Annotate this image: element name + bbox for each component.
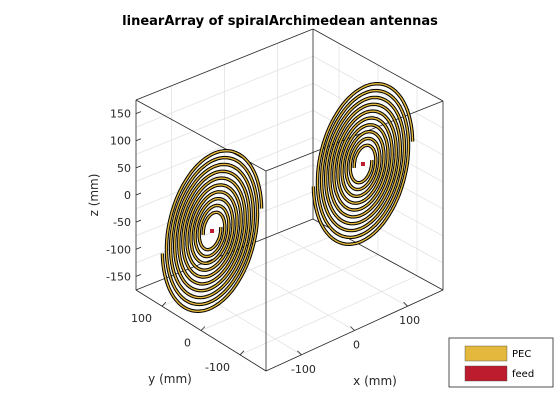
z-tick-label: 50: [117, 162, 131, 175]
x-tick-mark: [297, 350, 302, 356]
x-axis-label: x (mm): [353, 374, 397, 388]
z-tick-label: 100: [110, 135, 131, 148]
z-tick-mark: [135, 246, 142, 250]
floor-gridline: [200, 254, 379, 331]
legend: PEC feed: [448, 337, 554, 388]
floor-gridline: [239, 275, 418, 356]
spiral-antenna-right: [311, 82, 415, 246]
y-tick-labels: 100 0 -100: [131, 301, 245, 374]
x-tick-label: -100: [291, 363, 316, 376]
spiral-arm-pec: [312, 89, 410, 245]
y-tick-label: 100: [131, 312, 152, 325]
spiral-arm-pec: [316, 83, 414, 239]
spiral-antenna-left: [160, 149, 264, 313]
y-axis-label: y (mm): [148, 372, 192, 386]
z-tick-label: -150: [106, 270, 131, 283]
z-tick-label: 0: [124, 189, 131, 202]
spiral-arm-pec: [165, 150, 263, 306]
legend-swatch-pec: [464, 345, 508, 362]
axes-box-edge: [135, 28, 314, 101]
x-tick-label: 0: [353, 339, 360, 352]
z-tick-label: -100: [106, 243, 131, 256]
z-tick-mark: [135, 274, 142, 277]
z-tick-label: -50: [113, 216, 131, 229]
z-tick-mark: [135, 165, 142, 169]
y-tick-label: 0: [184, 337, 191, 350]
legend-label-pec: PEC: [512, 349, 531, 360]
y-tick-mark: [161, 301, 167, 307]
x-tick-label: 100: [399, 314, 420, 327]
z-tick-label: 150: [110, 108, 131, 121]
spiral-arm-pec: [161, 156, 259, 312]
axes-box-edge: [312, 28, 444, 102]
x-tick-mark: [350, 326, 355, 331]
x-tick-labels: -100 0 100: [291, 301, 420, 376]
z-axis-label: z (mm): [87, 174, 101, 217]
floor-gridline: [277, 232, 408, 307]
z-tick-mark: [135, 219, 142, 223]
x-tick-mark: [403, 301, 408, 307]
legend-label-feed: feed: [512, 369, 534, 380]
y-tick-mark: [239, 350, 245, 356]
feed-point: [361, 162, 365, 166]
chart-title: linearArray of spiralArchimedean antenna…: [122, 14, 438, 29]
y-tick-mark: [200, 326, 206, 331]
y-tick-label: -100: [205, 361, 230, 374]
feed-point: [210, 229, 214, 233]
z-tick-labels: 150 100 50 0 -50 -100 -150: [106, 108, 142, 283]
z-tick-mark: [135, 138, 142, 142]
z-tick-mark: [135, 111, 142, 114]
z-tick-mark: [135, 192, 142, 196]
legend-swatch-feed: [464, 365, 508, 382]
